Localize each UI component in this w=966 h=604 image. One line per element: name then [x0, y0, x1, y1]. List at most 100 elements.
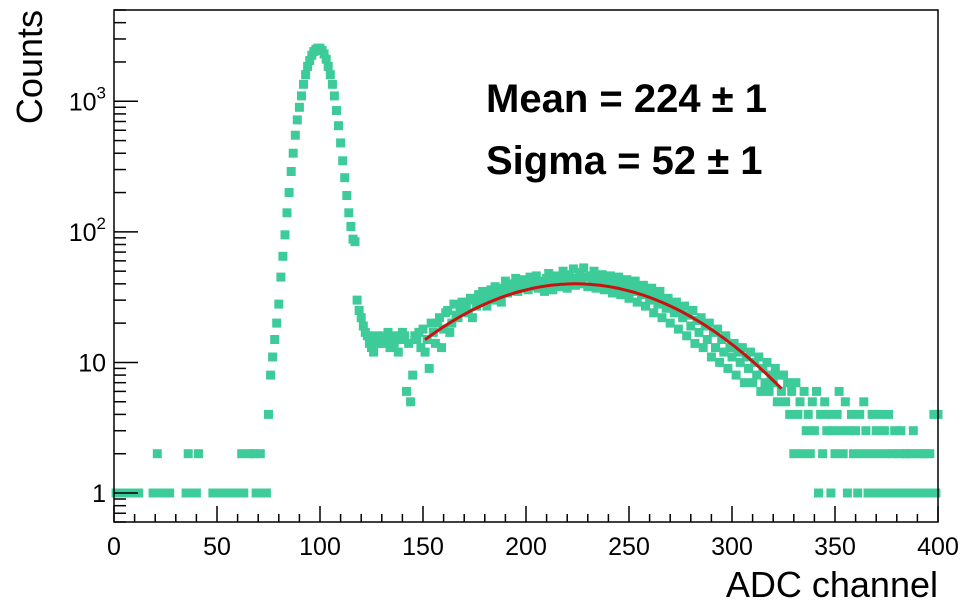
data-point-marker	[362, 331, 372, 341]
data-point-marker	[647, 283, 657, 293]
data-point-marker	[352, 295, 362, 305]
data-point-marker	[655, 286, 665, 296]
data-point-marker	[573, 273, 582, 283]
data-point-marker	[183, 449, 193, 459]
x-tick-label: 200	[505, 533, 547, 561]
data-point-marker	[731, 370, 741, 380]
data-point-marker	[849, 449, 858, 459]
data-point-marker	[329, 91, 339, 101]
data-point-marker	[342, 191, 352, 200]
data-point-marker	[560, 277, 570, 287]
data-point-marker	[301, 70, 311, 80]
data-point-marker	[622, 275, 632, 285]
data-point-marker	[760, 378, 770, 388]
data-point-marker	[544, 269, 554, 278]
y-tick-label: 1	[92, 480, 106, 508]
data-point-marker	[671, 297, 681, 307]
data-point-marker	[496, 297, 506, 307]
data-point-marker	[682, 331, 692, 341]
data-point-marker	[818, 449, 828, 459]
data-point-marker	[426, 318, 436, 328]
data-point-marker	[274, 299, 284, 309]
data-point-marker	[237, 449, 247, 459]
data-point-marker	[842, 488, 852, 498]
data-point-marker	[509, 282, 519, 292]
data-point-marker	[336, 138, 346, 148]
data-point-marker	[826, 488, 836, 498]
data-point-marker	[249, 449, 259, 459]
data-point-marker	[338, 156, 348, 166]
data-point-marker	[558, 266, 568, 276]
data-point-marker	[286, 167, 296, 176]
data-point-marker	[756, 386, 766, 396]
data-point-marker	[630, 276, 640, 286]
data-point-marker	[748, 378, 758, 388]
data-point-marker	[467, 313, 477, 323]
data-point-marker	[859, 397, 869, 407]
data-point-marker	[651, 292, 661, 301]
x-tick-label: 100	[299, 533, 341, 561]
data-point-marker	[744, 363, 753, 373]
data-point-marker	[877, 488, 887, 498]
data-point-marker	[851, 426, 861, 436]
data-point-marker	[303, 61, 313, 71]
data-point-marker	[844, 426, 854, 436]
data-point-marker	[797, 449, 807, 459]
data-point-marker	[412, 335, 422, 344]
data-point-marker	[894, 449, 904, 459]
data-point-marker	[404, 338, 414, 348]
data-point-marker	[616, 290, 626, 300]
data-point-marker	[191, 488, 201, 498]
y-axis-ticks: 1 10 102 103	[69, 9, 138, 523]
data-point-marker	[354, 306, 364, 315]
data-point-marker	[346, 222, 356, 231]
data-point-marker	[562, 283, 572, 293]
x-axis-ticks: 0 50 100 150 200 250 300 350 400	[107, 506, 959, 561]
data-point-marker	[686, 321, 696, 331]
data-point-marker	[867, 409, 877, 419]
y-tick-label: 10	[78, 349, 106, 377]
data-point-marker	[882, 449, 891, 459]
data-point-marker	[323, 61, 333, 71]
gaussian-fit-curve	[424, 282, 783, 390]
data-point-marker	[406, 397, 416, 407]
data-point-marker	[772, 397, 782, 407]
data-point-marker	[498, 283, 508, 293]
data-point-marker	[807, 397, 817, 407]
data-point-marker	[350, 237, 360, 247]
data-point-marker	[886, 488, 896, 498]
data-point-marker	[585, 271, 595, 281]
data-point-marker	[706, 352, 716, 362]
data-point-marker	[603, 279, 613, 289]
data-point-marker	[624, 293, 634, 303]
data-point-marker	[435, 313, 444, 323]
data-point-marker	[519, 275, 529, 285]
data-point-marker	[449, 299, 459, 309]
x-tick-label: 400	[917, 533, 959, 561]
data-point-marker	[284, 188, 294, 197]
data-point-marker	[383, 327, 393, 337]
data-point-marker	[888, 449, 898, 459]
data-point-marker	[665, 318, 675, 328]
x-tick-label: 350	[814, 533, 856, 561]
data-point-marker	[661, 303, 671, 313]
data-point-marker	[358, 321, 368, 331]
data-point-marker	[288, 148, 298, 158]
data-point-marker	[583, 282, 593, 292]
data-point-marker	[430, 338, 440, 348]
data-point-marker	[735, 357, 745, 367]
data-point-marker	[638, 280, 648, 290]
data-point-marker	[334, 121, 343, 131]
data-point-marker	[758, 363, 768, 373]
data-point-marker	[272, 318, 282, 328]
data-point-marker	[863, 488, 873, 498]
data-point-marker	[799, 386, 809, 396]
stat-sigma-annotation: Sigma = 52 ± 1	[486, 139, 763, 183]
data-point-marker	[608, 288, 617, 298]
data-point-marker	[649, 308, 659, 318]
data-point-marker	[781, 397, 791, 407]
data-point-marker	[280, 230, 290, 240]
data-point-marker	[550, 271, 560, 281]
data-point-marker	[657, 313, 667, 323]
